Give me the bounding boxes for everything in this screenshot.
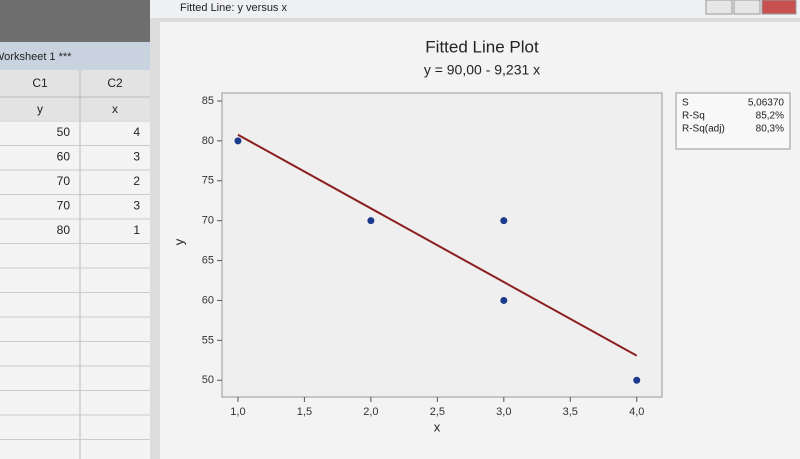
fitted-line (237, 133, 638, 357)
y-tick-label: 65 (202, 254, 214, 266)
data-point (500, 296, 508, 304)
worksheet-header (0, 70, 150, 120)
x-tick-label: 3,5 (563, 406, 578, 418)
x-tick-label: 2,5 (430, 406, 445, 418)
chart-title: Fitted Line Plot (425, 37, 539, 56)
stats-box (675, 92, 791, 150)
y-tick-label: 70 (202, 215, 214, 227)
y-axis-label: y (171, 238, 186, 245)
stat-label: S (682, 98, 689, 109)
stat-value: 85,2% (756, 111, 784, 122)
worksheet-grid: C1 y C2 x 50 4 60 3 70 2 70 3 80 1 (0, 70, 150, 459)
plot: 50 55 60 65 70 75 80 85 1,0 1,5 2,0 2,5 3,0 3,5 4,0 (202, 95, 645, 418)
stat-label: R-Sq(adj) (682, 124, 725, 135)
data-point (633, 376, 641, 384)
cell: 70 (57, 199, 71, 213)
column-header: C1 (32, 76, 48, 90)
y-tick-label: 55 (202, 334, 214, 346)
column-name: x (112, 102, 118, 116)
column-header: C2 (107, 76, 123, 90)
cell: 70 (57, 174, 71, 188)
y-tick-label: 85 (202, 95, 214, 107)
window-title: Fitted Line: y versus x (180, 2, 287, 14)
x-axis-label: x (434, 419, 441, 434)
cell: 80 (57, 223, 71, 237)
close-button[interactable] (761, 0, 797, 15)
x-tick-label: 4,0 (629, 406, 644, 418)
x-tick-label: 3,0 (496, 406, 511, 418)
cell: 3 (133, 150, 140, 164)
x-tick-label: 1,5 (297, 406, 312, 418)
cell: 4 (133, 125, 140, 139)
cell: 50 (57, 125, 71, 139)
worksheet-tab-bar (0, 42, 150, 70)
data-point (234, 137, 242, 145)
y-tick-label: 50 (202, 374, 214, 386)
stat-label: R-Sq (682, 111, 705, 122)
y-tick-label: 80 (202, 135, 214, 147)
worksheet-top (0, 0, 150, 42)
column-name: y (37, 102, 43, 116)
cell: 60 (57, 150, 71, 164)
plot-area (221, 92, 663, 398)
stat-value: 80,3% (756, 124, 784, 135)
stat-value: 5,06370 (748, 98, 785, 109)
y-tick-label: 75 (202, 175, 214, 187)
title-bar (150, 0, 800, 18)
data-point (500, 217, 508, 225)
worksheet-tab[interactable]: Worksheet 1 *** (0, 51, 72, 63)
cell: 3 (133, 199, 140, 213)
cell: 2 (133, 174, 140, 188)
chart-subtitle: y = 90,00 - 9,231 x (424, 62, 540, 78)
cell: 1 (133, 223, 140, 237)
y-tick-label: 60 (202, 294, 214, 306)
minimize-button[interactable] (705, 0, 733, 15)
maximize-button[interactable] (733, 0, 761, 15)
data-point (367, 217, 375, 225)
x-tick-label: 2,0 (363, 406, 378, 418)
x-tick-label: 1,0 (230, 406, 245, 418)
